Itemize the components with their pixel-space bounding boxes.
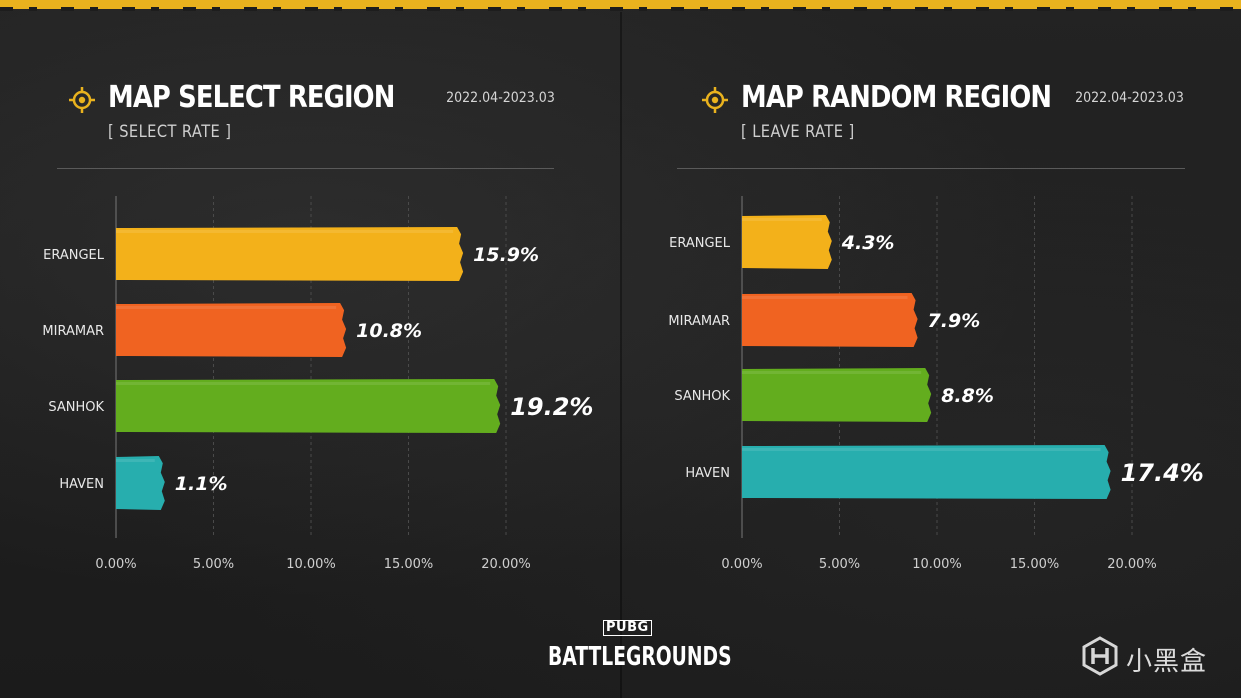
value-label: 17.4% — [1121, 459, 1204, 487]
category-label: HAVEN — [59, 477, 104, 492]
x-tick-label: 10.00% — [286, 557, 336, 572]
category-label: ERANGEL — [43, 248, 105, 263]
category-label: ERANGEL — [669, 236, 731, 251]
top-accent-stripe — [0, 0, 1241, 9]
bar-highlight — [116, 230, 454, 233]
value-label: 8.8% — [941, 385, 994, 407]
x-tick-label: 5.00% — [193, 557, 234, 572]
watermark: 小黑盒 — [1080, 636, 1230, 680]
value-label: 19.2% — [510, 393, 593, 421]
left-header-divider — [57, 168, 554, 169]
bar-highlight — [116, 306, 337, 309]
pubg-battlegrounds-logo: PUBG BATTLEGROUNDS — [548, 620, 732, 676]
x-tick-label: 0.00% — [95, 557, 136, 572]
bar-highlight — [742, 448, 1101, 451]
value-label: 15.9% — [473, 244, 539, 266]
x-tick-label: 20.00% — [1107, 557, 1157, 572]
x-tick-label: 20.00% — [481, 557, 531, 572]
value-label: 4.3% — [841, 232, 895, 254]
bar-miramar — [742, 293, 918, 347]
right-bar-chart: 0.00% 5.00% 10.00% 15.00% 20.00% ERANGEL 4.3% M… — [668, 196, 1204, 572]
bar-erangel — [116, 227, 464, 281]
right-header-divider — [677, 168, 1185, 169]
category-label: MIRAMAR — [42, 324, 104, 339]
category-label: SANHOK — [674, 389, 730, 404]
bar-erangel — [742, 215, 832, 269]
bar-highlight — [116, 459, 155, 462]
left-chart-subtitle: [ SELECT RATE ] — [108, 122, 232, 142]
x-tick-label: 0.00% — [721, 557, 762, 572]
bar-highlight — [742, 218, 822, 221]
right-chart-title: MAP RANDOM REGION — [741, 80, 1052, 115]
left-bar-chart: 0.00% 5.00% 10.00% 15.00% 20.00% ERANGEL 15.9%… — [42, 196, 593, 572]
x-tick-label: 10.00% — [912, 557, 962, 572]
crosshair-icon — [702, 87, 728, 113]
value-label: 1.1% — [175, 473, 228, 495]
bar-highlight — [742, 296, 908, 299]
bar-miramar — [116, 303, 347, 357]
bar-haven — [116, 456, 165, 510]
crosshair-icon — [69, 87, 95, 113]
pubg-wordmark: PUBG — [603, 620, 652, 636]
bar-highlight — [742, 371, 922, 374]
left-date-range: 2022.04-2023.03 — [446, 90, 555, 106]
left-chart-title: MAP SELECT REGION — [108, 80, 395, 115]
category-label: HAVEN — [685, 466, 730, 481]
right-date-range: 2022.04-2023.03 — [1075, 90, 1184, 106]
value-label: 10.8% — [356, 320, 422, 342]
panel-divider — [620, 12, 622, 698]
category-label: MIRAMAR — [668, 314, 730, 329]
bar-haven — [742, 445, 1111, 499]
bar-sanhok — [742, 368, 932, 422]
x-tick-label: 15.00% — [384, 557, 434, 572]
x-tick-label: 15.00% — [1010, 557, 1060, 572]
battlegrounds-wordmark: BATTLEGROUNDS — [548, 642, 732, 672]
watermark-text: 小黑盒 — [1126, 647, 1208, 677]
category-label: SANHOK — [48, 400, 104, 415]
x-tick-label: 5.00% — [819, 557, 860, 572]
right-chart-subtitle: [ LEAVE RATE ] — [741, 122, 855, 142]
bar-sanhok — [116, 379, 501, 433]
value-label: 7.9% — [928, 310, 981, 332]
xiaoheihe-logo-icon — [1082, 636, 1118, 676]
bar-highlight — [116, 382, 491, 385]
top-accent-stripe-edge — [0, 7, 1241, 11]
